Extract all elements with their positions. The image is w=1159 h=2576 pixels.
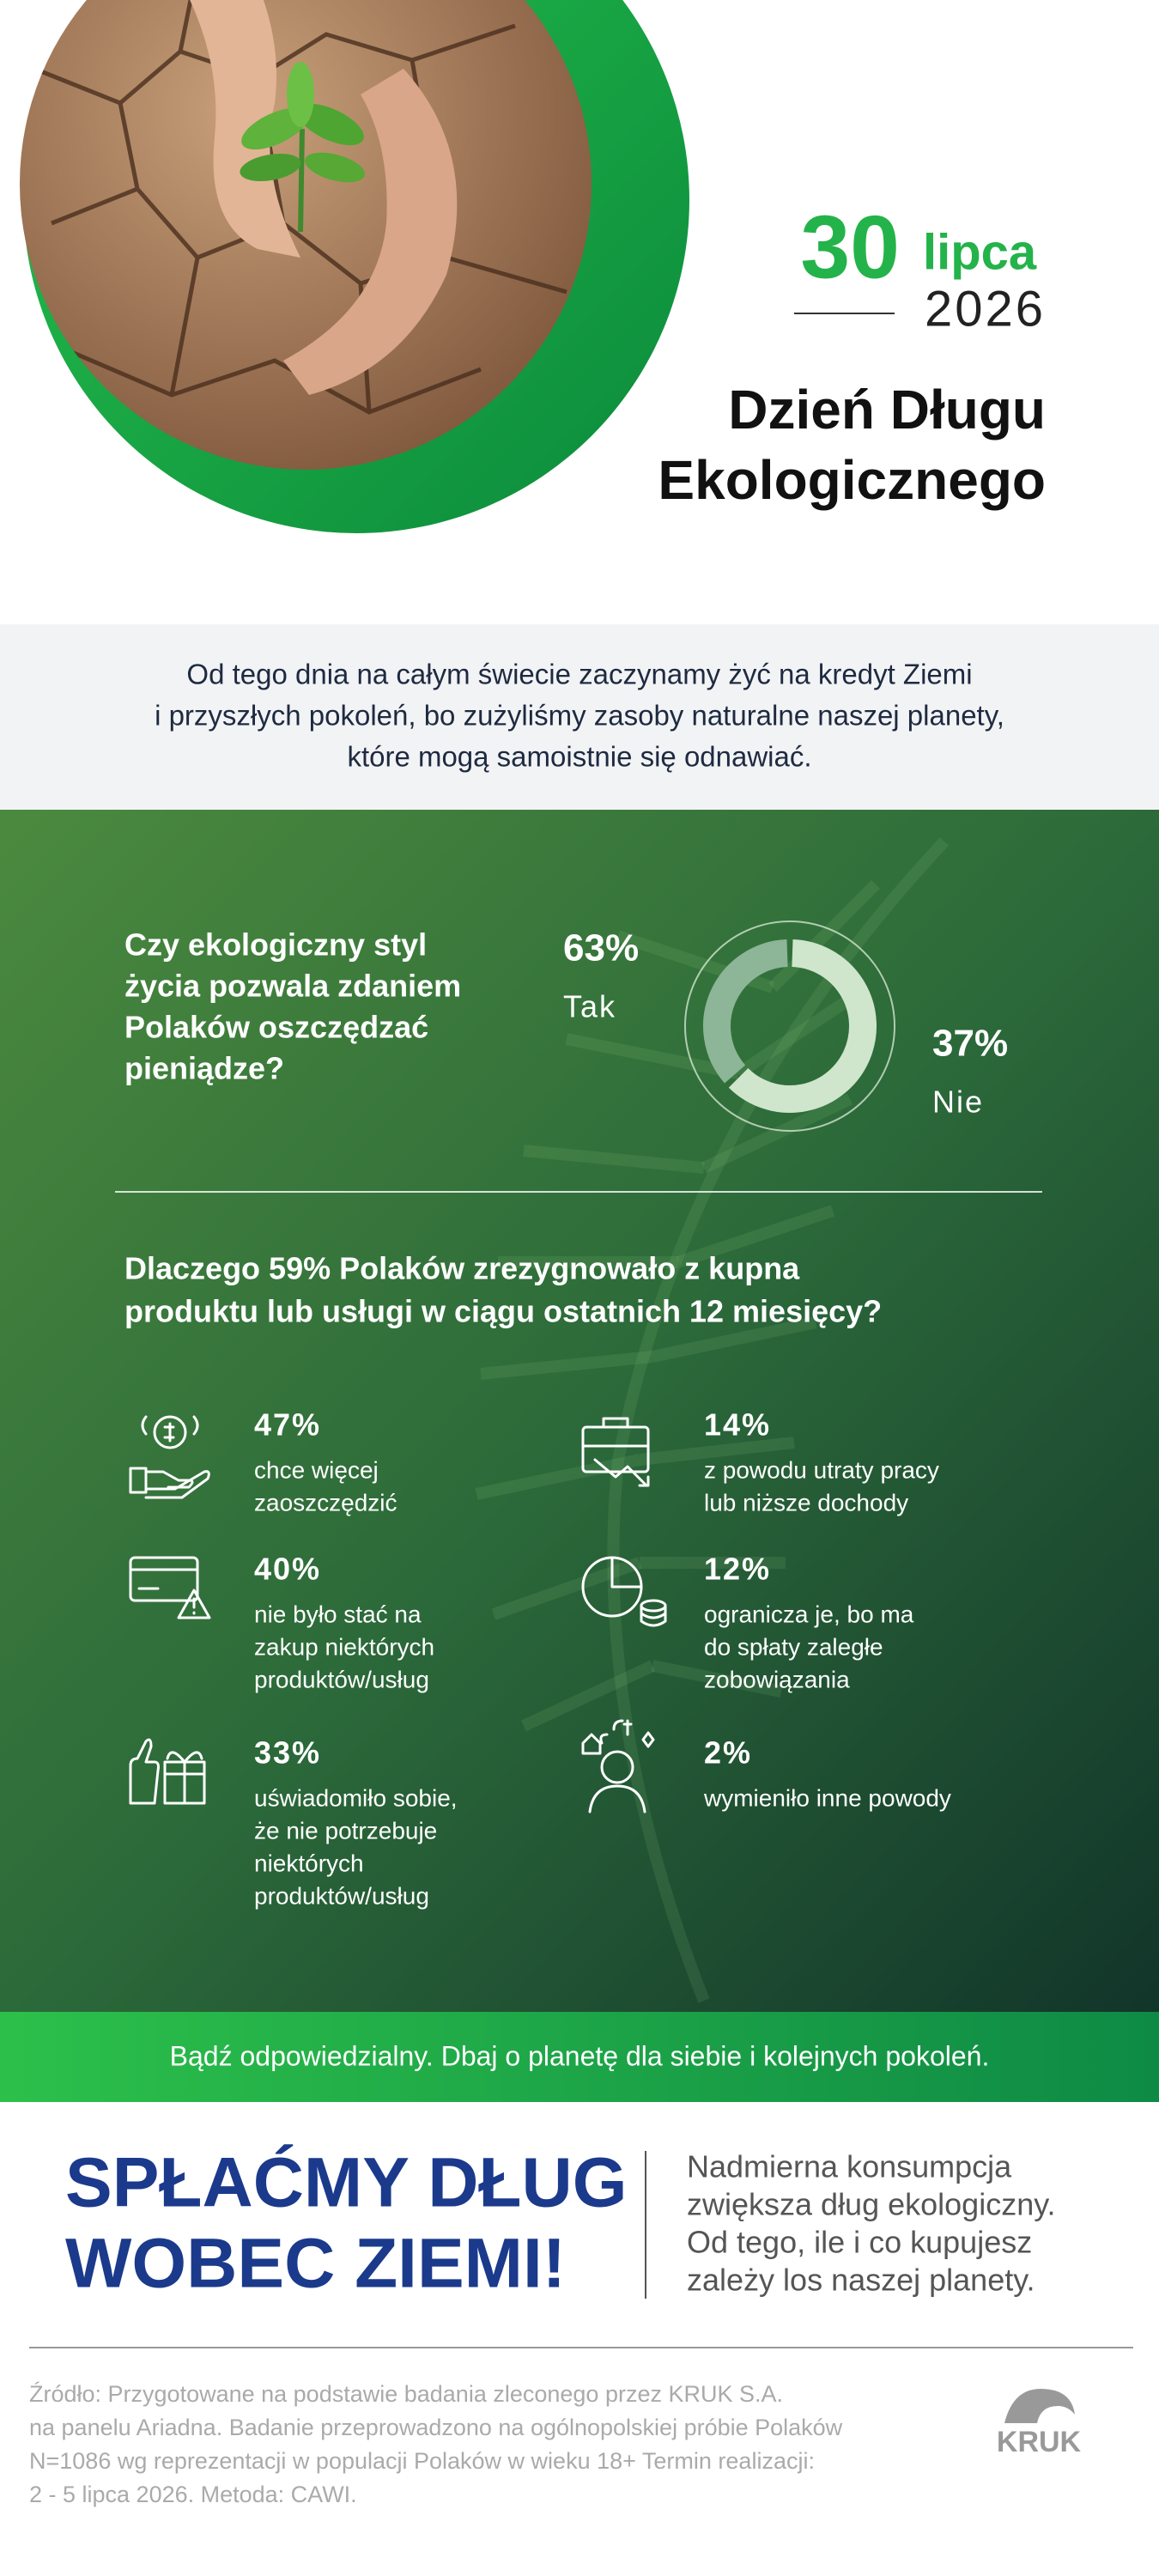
- reason-percent: 40%: [254, 1552, 321, 1587]
- reason-percent: 2%: [704, 1735, 752, 1771]
- slogan-text: Nadmierna konsumpcja: [687, 2149, 1012, 2184]
- donut-outline: [684, 920, 895, 1132]
- title-line: Dzień Długu: [728, 379, 1046, 440]
- survey-section: [0, 810, 1159, 2012]
- icon-savings: [129, 1415, 210, 1499]
- answer-name: Tak: [563, 989, 616, 1024]
- answer-name: Nie: [932, 1084, 984, 1120]
- reasons-list: 47% chce więcej zaoszczędzić 14% z powodu ut…: [254, 1407, 951, 1910]
- icon-gift: [129, 1738, 206, 1805]
- reason-percent: 47%: [254, 1407, 321, 1443]
- answer-label: 37%: [932, 1023, 1008, 1065]
- reason-text: zobowiązania: [704, 1666, 850, 1692]
- slogan-heading: WOBEC ZIEMI!: [65, 2225, 566, 2303]
- hero-image: [20, 0, 689, 533]
- intro-line: które mogą samoistnie się odnawiać.: [347, 741, 811, 773]
- icon-pie-coins: [581, 1556, 667, 1627]
- reasons-question-line: produktu lub usługi w ciągu ostatnich 12…: [124, 1294, 882, 1329]
- answer-label: 63%: [563, 927, 639, 969]
- reason-text: zakup niektórych: [254, 1633, 434, 1660]
- slogan-text: zależy los naszej planety.: [687, 2263, 1035, 2298]
- date-day: 30: [800, 197, 900, 297]
- intro-line: Od tego dnia na całym świecie zaczynamy …: [186, 659, 972, 690]
- reason-text: produktów/usług: [254, 1666, 429, 1692]
- intro-band: [0, 624, 1159, 810]
- reason-percent: 12%: [704, 1552, 771, 1587]
- reason-percent: 33%: [254, 1735, 321, 1771]
- reason-text: zaoszczędzić: [254, 1489, 397, 1516]
- source-line: N=1086 wg reprezentacji w populacji Pola…: [29, 2448, 815, 2474]
- source-line: Źródło: Przygotowane na podstawie badani…: [29, 2381, 783, 2407]
- reason-text: niektórych: [254, 1850, 364, 1876]
- logo: KRUK: [997, 2389, 1082, 2458]
- survey-question-line: Czy ekologiczny styl: [124, 927, 427, 963]
- slogan-text: zwiększa dług ekologiczny.: [687, 2187, 1056, 2222]
- slogan-text: Od tego, ile i co kupujesz: [687, 2225, 1032, 2260]
- survey-question-line: życia pozwala zdaniem: [124, 969, 461, 1004]
- date-month: lipca: [923, 224, 1037, 280]
- donut-segment: [728, 939, 877, 1113]
- reason-text: lub niższe dochody: [704, 1489, 908, 1516]
- survey-question-line: pieniądze?: [124, 1051, 284, 1086]
- reason-text: do spłaty zaległe: [704, 1633, 883, 1660]
- reason-percent: 14%: [704, 1407, 771, 1443]
- logo-text: KRUK: [997, 2426, 1082, 2458]
- donut-segment: [703, 939, 789, 1084]
- banner-text: Bądź odpowiedzialny. Dbaj o planetę dla …: [170, 2040, 990, 2071]
- icon-thinking: [581, 1719, 655, 1814]
- icon-card-warning: [129, 1556, 211, 1619]
- reasons-question-line: Dlaczego 59% Polaków zrezygnowało z kupn…: [124, 1251, 800, 1286]
- reason-text: uświadomiło sobie,: [254, 1784, 458, 1811]
- reason-text: nie było stać na: [254, 1601, 422, 1627]
- reason-text: ogranicza je, bo ma: [704, 1601, 914, 1627]
- source-line: 2 - 5 lipca 2026. Metoda: CAWI.: [29, 2482, 357, 2507]
- slogan-heading: SPŁAĆMY DŁUG: [65, 2144, 628, 2222]
- reason-text: z powodu utraty pracy: [704, 1456, 939, 1483]
- source-line: na panelu Ariadna. Badanie przeprowadzon…: [29, 2415, 843, 2440]
- donut-chart: [703, 939, 877, 1113]
- banner: [0, 2012, 1159, 2102]
- date-year: 2026: [925, 281, 1046, 337]
- reason-text: produktów/usług: [254, 1882, 429, 1909]
- intro-line: i przyszłych pokoleń, bo zużyliśmy zasob…: [155, 700, 1004, 732]
- reason-text: chce więcej: [254, 1456, 379, 1483]
- title-line: Ekologicznego: [658, 449, 1046, 511]
- survey-question-line: Polaków oszczędzać: [124, 1010, 428, 1045]
- icon-job-loss: [581, 1417, 650, 1487]
- reason-text: wymieniło inne powody: [703, 1784, 951, 1811]
- reason-text: że nie potrzebuje: [254, 1817, 437, 1844]
